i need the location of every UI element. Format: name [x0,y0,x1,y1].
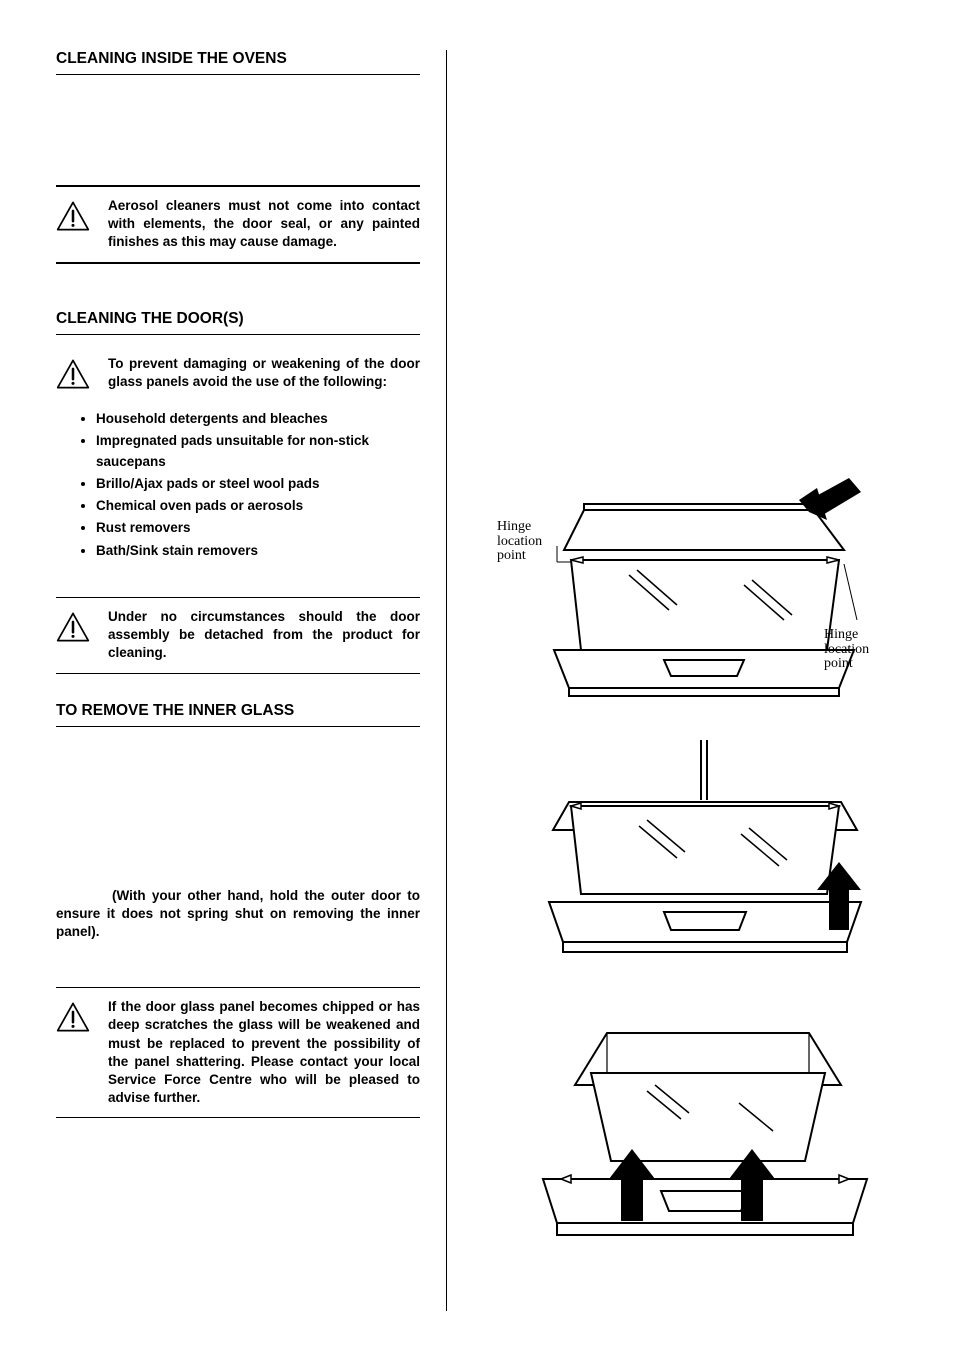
warning-block-door-glass: To prevent damaging or weakening of the … [56,345,420,401]
list-item: Brillo/Ajax pads or steel wool pads [96,474,420,494]
warning-triangle-icon [56,357,90,391]
section-heading-remove-inner-glass: TO REMOVE THE INNER GLASS [56,702,420,720]
warning-block-no-detach: Under no circumstances should the door a… [56,598,420,673]
illustration-remove-glass [509,1015,879,1280]
left-column: CLEANING INSIDE THE OVENS Aerosol cleane… [56,50,446,1311]
warning-triangle-icon [56,199,90,233]
section-heading-cleaning-inside: CLEANING INSIDE THE OVENS [56,50,420,68]
list-item: Household detergents and bleaches [96,409,420,429]
warning-triangle-icon [56,1000,90,1034]
illustration-hinge-location: Hinge location point Hinge location poin… [509,470,879,735]
paren-note-text: (With your other hand, hold the outer do… [56,888,420,939]
callout-hinge-right: Hinge location point [824,628,869,672]
page: CLEANING INSIDE THE OVENS Aerosol cleane… [0,0,954,1351]
warning-text-no-detach: Under no circumstances should the door a… [108,608,420,663]
avoid-list: Household detergents and bleaches Impreg… [96,409,420,561]
list-item: Chemical oven pads or aerosols [96,496,420,516]
warning-block-aerosol: Aerosol cleaners must not come into cont… [56,187,420,262]
warning-text-aerosol: Aerosol cleaners must not come into cont… [108,197,420,252]
warning-triangle-icon [56,610,90,644]
section-heading-cleaning-doors: CLEANING THE DOOR(S) [56,310,420,328]
list-item: Rust removers [96,518,420,538]
list-item: Bath/Sink stain removers [96,541,420,561]
callout-hinge-left: Hinge location point [497,520,542,564]
warning-text-chipped-glass: If the door glass panel becomes chipped … [108,998,420,1107]
illustration-lift-glass [509,730,879,995]
right-column: Hinge location point Hinge location poin… [447,50,898,1311]
list-item: Impregnated pads unsuitable for non-stic… [96,431,420,472]
two-column-layout: CLEANING INSIDE THE OVENS Aerosol cleane… [56,50,898,1311]
rule [56,1117,420,1118]
paren-note: (With your other hand, hold the outer do… [56,887,420,942]
warning-text-door-glass-intro: To prevent damaging or weakening of the … [108,355,420,391]
warning-block-chipped-glass: If the door glass panel becomes chipped … [56,988,420,1117]
